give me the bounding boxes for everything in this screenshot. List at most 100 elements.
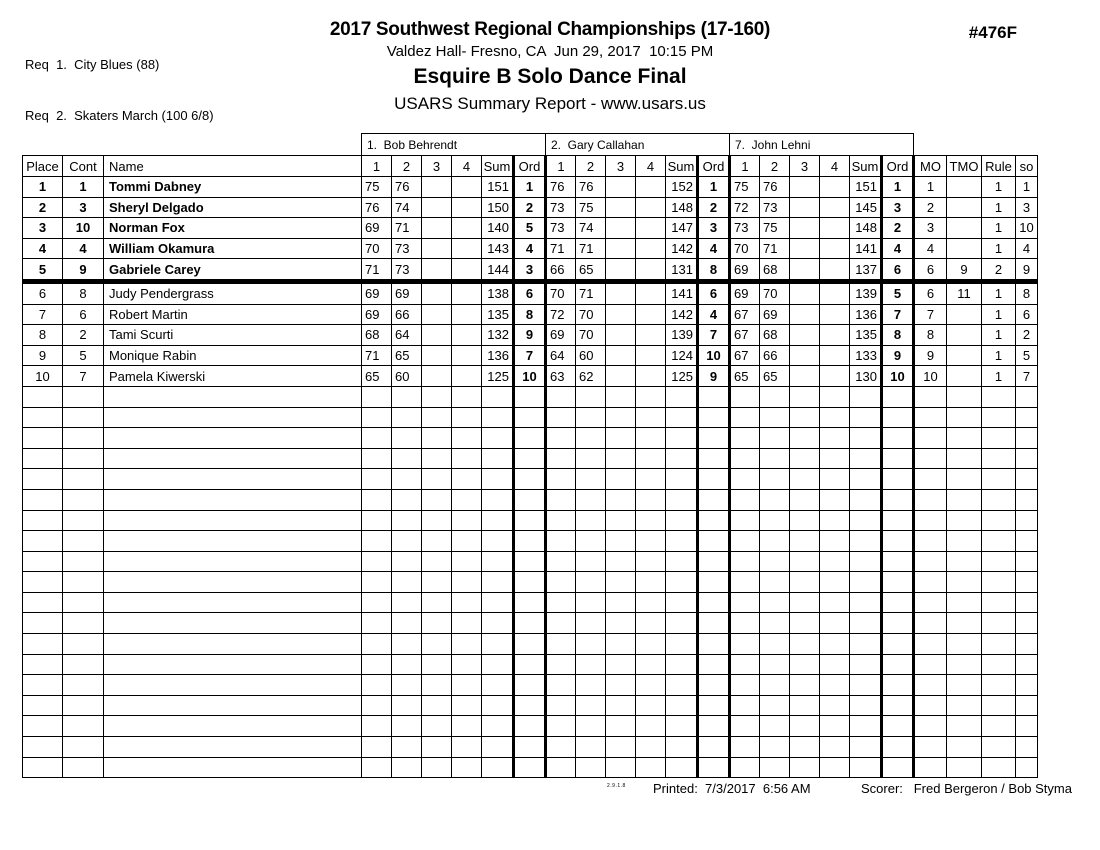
sum-cell: [481, 591, 514, 614]
sum-cell: 140: [481, 217, 514, 239]
mark-cell: [819, 674, 850, 696]
sum-cell: [849, 694, 882, 717]
mark-cell: [421, 736, 452, 758]
ord-cell: [880, 571, 915, 593]
mark-cell: [391, 406, 422, 429]
corner-spacer: [23, 134, 362, 156]
sum-cell: [849, 633, 882, 655]
cont-cell: [62, 571, 104, 593]
sum-cell: [849, 427, 882, 449]
mark-cell: [575, 571, 606, 593]
name-cell: [103, 653, 362, 676]
place-cell: [22, 591, 63, 614]
sum-cell: 136: [849, 303, 882, 326]
mark-cell: [451, 237, 482, 260]
ord-cell: 4: [512, 237, 547, 260]
mark-cell: [545, 633, 576, 655]
empty-row: [22, 715, 1038, 738]
mark-cell: [451, 715, 482, 738]
mark-cell: [635, 509, 666, 532]
mark-cell: [545, 674, 576, 696]
mark-cell: [789, 591, 820, 614]
mark-cell: [819, 385, 850, 408]
name-cell: [103, 468, 362, 490]
sum-cell: [481, 447, 514, 470]
mark-cell: [759, 406, 790, 429]
ord-cell: [512, 550, 547, 573]
mark-cell: [819, 447, 850, 470]
cont-cell: [62, 756, 104, 779]
sum-cell: 125: [481, 365, 514, 387]
ord-cell: 2: [512, 196, 547, 219]
ord-cell: [512, 612, 547, 635]
mo-cell: [913, 509, 947, 532]
mark-cell: [421, 694, 452, 717]
mark-cell: [819, 303, 850, 326]
table-row: 6 8 Judy Pendergrass 69 69 138 6 70 71 141 6 69 70 13…: [22, 280, 1038, 305]
mark-cell: [421, 674, 452, 696]
mark-cell: 67: [729, 344, 760, 367]
rule-cell: [981, 653, 1016, 676]
ord-cell: 5: [512, 217, 547, 239]
mark-cell: [361, 612, 392, 635]
mark-cell: [635, 406, 666, 429]
mark-cell: [819, 509, 850, 532]
mark-cell: [545, 694, 576, 717]
mark-cell: [729, 612, 760, 635]
mark-cell: [759, 591, 790, 614]
place-cell: [22, 488, 63, 511]
name-cell: [103, 694, 362, 717]
so-cell: 7: [1015, 365, 1038, 387]
empty-row: [22, 550, 1038, 573]
mark-cell: 69: [361, 280, 392, 305]
mark-cell: [421, 756, 452, 779]
mark-cell: [635, 365, 666, 387]
mark-cell: 76: [361, 196, 392, 219]
ord-cell: 1: [512, 176, 547, 198]
ord-cell: 10: [696, 344, 731, 367]
ord-cell: [512, 406, 547, 429]
mark-cell: [545, 385, 576, 408]
mark-cell: [729, 694, 760, 717]
empty-row: [22, 530, 1038, 552]
mark-cell: [575, 509, 606, 532]
mark-cell: [605, 258, 636, 284]
sum-cell: 136: [481, 344, 514, 367]
venue-line: Valdez Hall- Fresno, CA Jun 29, 2017 10:…: [386, 43, 714, 60]
mark-cell: [575, 653, 606, 676]
sum-cell: [481, 756, 514, 779]
mark-cell: [421, 591, 452, 614]
mark-cell: 69: [729, 280, 760, 305]
mark-cell: [789, 406, 820, 429]
mark-cell: [819, 365, 850, 387]
ord-cell: [880, 715, 915, 738]
mark-cell: [819, 280, 850, 305]
mark-cell: [575, 674, 606, 696]
mark-cell: [729, 427, 760, 449]
table-row: 5 9 Gabriele Carey 71 73 144 3 66 65 131 8 69 68 137 6…: [22, 258, 1038, 284]
rule-cell: [981, 406, 1016, 429]
mark-cell: 76: [391, 176, 422, 198]
empty-row: [22, 591, 1038, 614]
ord-cell: [696, 612, 731, 635]
col-header-sum-j2: Sum: [665, 155, 698, 177]
ord-cell: [512, 427, 547, 449]
empty-row: [22, 756, 1038, 779]
mark-cell: [605, 633, 636, 655]
rule-cell: 1: [981, 280, 1016, 305]
sum-cell: [665, 633, 698, 655]
ord-cell: [880, 427, 915, 449]
mark-cell: [361, 468, 392, 490]
rule-cell: [981, 488, 1016, 511]
mark-cell: 66: [545, 258, 576, 284]
cont-cell: [62, 447, 104, 470]
mark-cell: [361, 674, 392, 696]
table-row: 7 6 Robert Martin 69 66 135 8 72 70 142 4 67 69 136 7 7…: [22, 303, 1038, 326]
sum-cell: [665, 591, 698, 614]
mark-cell: 70: [545, 280, 576, 305]
sum-cell: [481, 612, 514, 635]
col-header-1-j1: 1: [361, 155, 392, 177]
sum-cell: [849, 571, 882, 593]
rule-cell: [981, 385, 1016, 408]
mark-cell: 73: [391, 258, 422, 284]
